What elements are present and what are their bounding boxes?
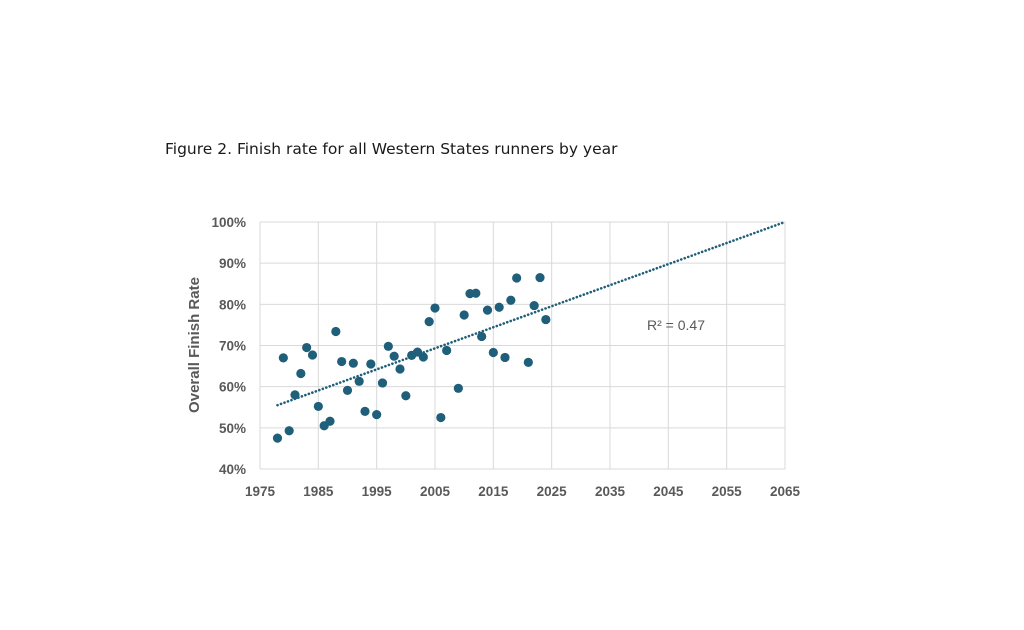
y-tick-label: 100% [211,215,246,230]
y-tick-label: 60% [219,380,246,395]
y-tick-label: 90% [219,256,246,271]
y-tick-label: 40% [219,462,246,477]
x-tick-label: 2045 [653,484,684,499]
data-point [535,272,545,283]
x-tick-label: 1975 [245,484,276,499]
x-tick-label: 2055 [712,484,743,499]
data-point [436,412,446,423]
y-tick-label: 70% [219,339,246,354]
data-point [354,376,364,386]
data-point [383,341,393,351]
figure-caption: Figure 2. Finish rate for all Western St… [165,140,618,158]
data-point [325,416,335,426]
data-point [360,406,370,416]
data-point [430,303,440,313]
trendline [276,220,787,407]
x-tick-label: 2015 [478,484,509,499]
r-squared-annotation: R² = 0.47 [647,317,705,333]
data-point [424,317,434,327]
data-point [529,300,539,311]
x-tick-label: 2065 [770,484,801,499]
data-point [296,368,306,379]
data-point [377,378,388,388]
data-point [395,364,405,374]
data-point [307,350,318,360]
data-point [459,310,469,320]
data-point [389,351,399,361]
data-point [418,352,428,362]
data-point [272,433,283,443]
data-point [337,356,347,367]
data-points [272,272,551,443]
data-point [477,331,487,342]
data-point [512,273,522,283]
data-point [278,353,288,363]
data-point [372,410,382,420]
data-point [331,326,341,337]
data-point [442,345,452,356]
data-point [284,426,294,436]
gridlines [259,221,786,470]
data-point [500,352,510,363]
x-tick-label: 2005 [420,484,451,499]
x-tick-label: 2025 [537,484,568,499]
trendline-group [276,220,787,407]
data-point [494,302,504,312]
data-point [348,358,358,368]
data-point [366,359,376,369]
data-point [488,347,498,358]
data-point [453,383,463,393]
data-point [290,390,300,400]
data-point [541,314,551,325]
data-point [471,288,481,298]
y-axis-title: Overall Finish Rate [186,277,203,413]
data-point [313,401,323,412]
x-tick-label: 2035 [595,484,626,499]
x-axis-ticks: 1975 1985 1995 2005 2015 2025 2035 2045 2055 2065 [245,484,801,499]
y-tick-label: 50% [219,421,246,436]
y-tick-label: 80% [219,297,246,312]
data-point [523,357,533,367]
x-tick-label: 1995 [362,484,393,499]
data-point [302,342,312,353]
data-point [506,295,516,305]
data-point [401,391,411,401]
x-tick-label: 1985 [303,484,334,499]
data-point [482,305,493,315]
y-axis-ticks: 40% 50% 60% 70% 80% 90% 100% [211,215,246,477]
data-point [342,385,353,395]
